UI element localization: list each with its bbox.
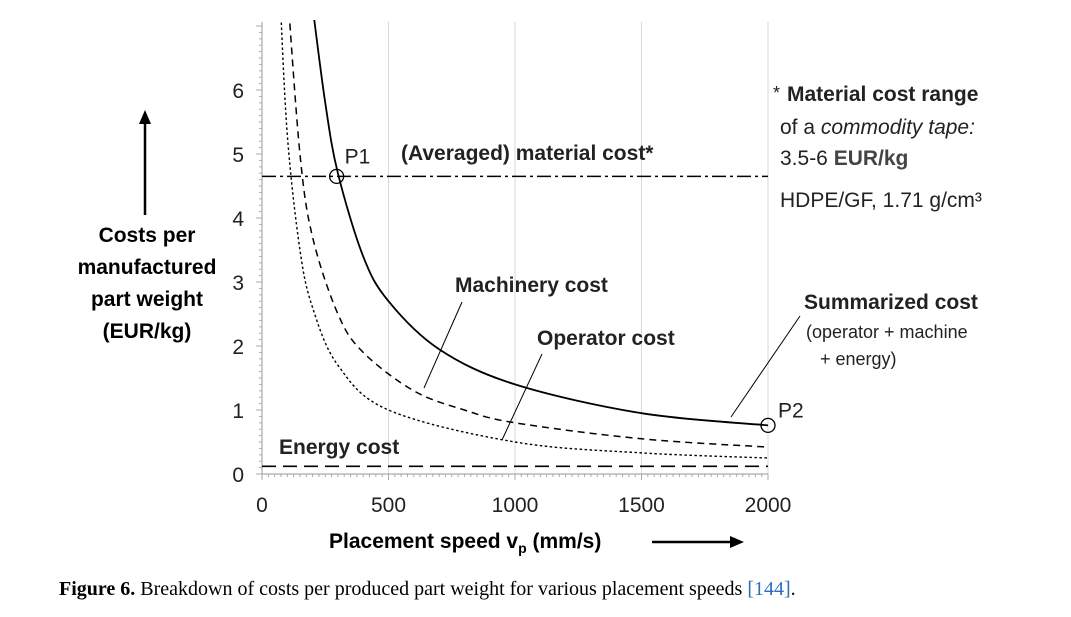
- note-star: *: [773, 83, 780, 103]
- label-summarized-detail-2: + energy): [820, 349, 897, 369]
- caption-text: Breakdown of costs per produced part wei…: [135, 578, 748, 600]
- y-label-line-3: part weight: [91, 288, 203, 311]
- marker-label-p2: P2: [778, 399, 804, 422]
- x-axis-label: Placement speed vp (mm/s): [329, 530, 601, 556]
- series-line-0: [313, 20, 769, 427]
- label-summarized-detail-1: (operator + machine: [806, 322, 968, 342]
- leader-summarized: [730, 315, 801, 418]
- x-tick-label-500: 500: [371, 494, 406, 517]
- x-tick-label-1000: 1000: [492, 494, 539, 517]
- x-label-unit: (mm/s): [527, 530, 602, 553]
- leader-machinery: [423, 301, 463, 389]
- note-line3-bold: EUR/kg: [834, 147, 909, 170]
- label-machinery: Machinery cost: [455, 274, 608, 297]
- y-tick-label-5: 5: [232, 144, 244, 167]
- y-tick-label-1: 1: [232, 400, 244, 423]
- x-arrow-head-icon: [730, 536, 744, 548]
- figure-caption: Figure 6. Breakdown of costs per produce…: [59, 578, 1059, 601]
- y-tick-label-0: 0: [232, 464, 244, 487]
- note-line3-pre: 3.5-6: [780, 147, 834, 170]
- label-operator: Operator cost: [537, 327, 675, 350]
- note-line2: of a commodity tape:: [780, 116, 975, 139]
- x-tick-label-1500: 1500: [618, 494, 665, 517]
- marker-p1: [328, 168, 345, 185]
- series-line-1: [288, 20, 769, 448]
- y-tick-label-4: 4: [232, 208, 244, 231]
- caption-ref-link[interactable]: [144]: [747, 578, 791, 600]
- caption-end: .: [790, 578, 796, 600]
- leader-operator: [501, 353, 543, 441]
- label-material: (Averaged) material cost*: [401, 142, 654, 165]
- marker-label-p1: P1: [345, 145, 371, 168]
- y-arrow-head-icon: [139, 110, 151, 124]
- series-line-2: [280, 20, 769, 459]
- y-label-line-2: manufactured: [78, 256, 217, 279]
- label-energy: Energy cost: [279, 436, 399, 459]
- y-label-line-1: Costs per: [99, 224, 196, 247]
- y-tick-label-3: 3: [232, 272, 244, 295]
- x-tick-label-0: 0: [256, 494, 268, 517]
- y-tick-label-6: 6: [232, 80, 244, 103]
- x-label-main: Placement speed v: [329, 530, 518, 553]
- note-line2-pre: of a: [780, 116, 821, 139]
- note-line3: 3.5-6 EUR/kg: [780, 147, 908, 170]
- label-summarized: Summarized cost: [804, 291, 978, 314]
- x-label-sub: p: [518, 540, 527, 556]
- x-tick-label-2000: 2000: [745, 494, 792, 517]
- caption-label: Figure 6.: [59, 578, 136, 600]
- minor-ticks: [256, 25, 769, 480]
- note-title: Material cost range: [787, 83, 978, 106]
- y-tick-label-2: 2: [232, 336, 244, 359]
- grid-lines: [388, 22, 769, 474]
- y-label-line-4: (EUR/kg): [103, 320, 192, 343]
- marker-p2: [760, 417, 776, 434]
- note-line4: HDPE/GF, 1.71 g/cm³: [780, 189, 982, 212]
- note-line2-italic: commodity tape:: [821, 116, 975, 139]
